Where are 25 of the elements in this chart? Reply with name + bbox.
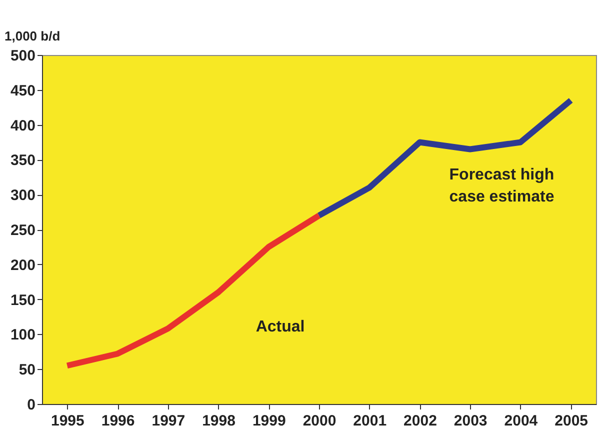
y-tick-label: 300 bbox=[10, 187, 36, 204]
y-tick-label: 50 bbox=[18, 362, 36, 379]
y-tick-label: 200 bbox=[10, 256, 36, 274]
y-tick-label: 350 bbox=[10, 152, 36, 170]
y-tick-label: 450 bbox=[10, 82, 36, 100]
y-tick-label: 100 bbox=[10, 326, 36, 344]
y-tick-label: 250 bbox=[10, 222, 36, 239]
x-tick-label: 1996 bbox=[101, 412, 135, 430]
series-label: Forecast high case estimate bbox=[449, 166, 554, 206]
x-tick-label: 2001 bbox=[353, 412, 387, 430]
x-tick-label: 1997 bbox=[152, 412, 186, 430]
x-tick-label: 1999 bbox=[252, 412, 286, 430]
x-tick-label: 1998 bbox=[202, 412, 236, 430]
x-tick-label: 2002 bbox=[404, 412, 437, 430]
y-tick-label: 150 bbox=[10, 292, 36, 309]
x-tick-label: 2005 bbox=[554, 412, 588, 430]
y-tick-label: 500 bbox=[10, 48, 36, 64]
x-tick-label: 2000 bbox=[302, 412, 336, 430]
x-tick-label: 2003 bbox=[454, 412, 488, 430]
y-tick-label: 400 bbox=[10, 117, 36, 134]
x-tick-label: 2004 bbox=[504, 412, 538, 430]
x-tick-label: 1995 bbox=[50, 412, 84, 430]
text: Actual bbox=[256, 318, 305, 336]
y-tick-label: 0 bbox=[27, 396, 36, 414]
y-axis-title: 1,000 b/d bbox=[4, 28, 60, 44]
